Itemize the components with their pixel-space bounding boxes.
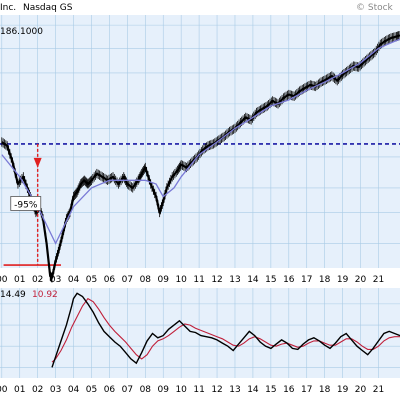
x-tick-label: 04: [68, 385, 80, 395]
x-tick-label: 12: [211, 385, 222, 395]
x-tick-label: 20: [355, 275, 367, 285]
price-panel-background: [0, 15, 400, 268]
x-tick-label: 17: [301, 385, 312, 395]
x-tick-label: 00: [0, 385, 8, 395]
x-tick-label: 08: [140, 275, 152, 285]
x-axis-labels: 00 01 02 03 04 05 06 07 08 09 10 11 12 13 14 15 16 17 18 19…: [0, 275, 384, 285]
indicator-series: [51, 292, 400, 368]
x-tick-label: 03: [50, 385, 61, 395]
x-tick-label: 12: [211, 275, 222, 285]
x-tick-label: 20: [355, 385, 367, 395]
x-tick-label: 11: [193, 385, 204, 395]
x-tick-label: 16: [283, 385, 295, 395]
x-tick-label: 19: [337, 385, 349, 395]
x-tick-label: 13: [229, 385, 240, 395]
company-name: Inc.: [0, 3, 16, 13]
x-tick-label: 18: [319, 385, 331, 395]
x-tick-label: 07: [122, 385, 133, 395]
last-value-label: 186.1000: [0, 27, 43, 37]
x-tick-label: 10: [175, 385, 187, 395]
x-tick-label: 05: [86, 385, 97, 395]
indicator-legend-value-1: 14.49: [0, 290, 26, 300]
price-panel: -95% 186.1000: [0, 15, 400, 283]
stockcharts-logo: © Stock: [356, 3, 394, 13]
price-gridlines: [0, 15, 400, 268]
price-series: [1, 30, 400, 283]
x-tick-label: 21: [373, 275, 384, 285]
x-tick-label: 10: [175, 275, 187, 285]
x-tick-label: 08: [140, 385, 152, 395]
moving-average-line: [1, 38, 400, 245]
x-tick-label: 21: [373, 385, 384, 395]
x-tick-label: 09: [158, 385, 170, 395]
x-tick-label: 06: [104, 275, 116, 285]
annotation-box: [10, 196, 42, 211]
drawdown-label: -95%: [14, 200, 38, 210]
x-tick-label: 02: [32, 385, 43, 395]
x-tick-label: 19: [337, 275, 349, 285]
x-tick-label: 16: [283, 275, 295, 285]
x-tick-label: 11: [193, 275, 204, 285]
signal-line: [51, 297, 400, 363]
x-tick-label: 01: [14, 385, 25, 395]
x-tick-label: 18: [319, 275, 331, 285]
x-tick-label: 17: [301, 275, 312, 285]
x-tick-label: 14: [247, 385, 259, 395]
x-tick-label: 13: [229, 275, 240, 285]
x-axis-labels-bottom: 00 01 02 03 04 05 06 07 08 09 10 11 12 13 14 15 16 17 18 19…: [0, 385, 384, 395]
indicator-panel-background: [0, 288, 400, 378]
exchange-label: Nasdaq GS: [23, 3, 73, 13]
x-tick-label: 05: [86, 275, 97, 285]
x-tick-label: 04: [68, 275, 80, 285]
down-arrow-icon: [33, 157, 42, 168]
price-reference-lines: [0, 143, 400, 266]
x-tick-label: 02: [32, 275, 43, 285]
x-tick-label: 06: [104, 385, 116, 395]
x-tick-label: 01: [14, 275, 25, 285]
drawdown-annotation: -95%: [10, 143, 42, 266]
x-tick-label: 15: [265, 275, 276, 285]
x-tick-label: 07: [122, 275, 133, 285]
indicator-line: [51, 292, 400, 368]
x-tick-label: 14: [247, 275, 259, 285]
indicator-panel: 14.49 10.92: [0, 288, 400, 378]
x-tick-label: 03: [50, 275, 61, 285]
x-tick-label: 09: [158, 275, 170, 285]
x-tick-label: 15: [265, 385, 276, 395]
x-tick-label: 00: [0, 275, 8, 285]
indicator-legend-value-2: 10.92: [32, 290, 58, 300]
